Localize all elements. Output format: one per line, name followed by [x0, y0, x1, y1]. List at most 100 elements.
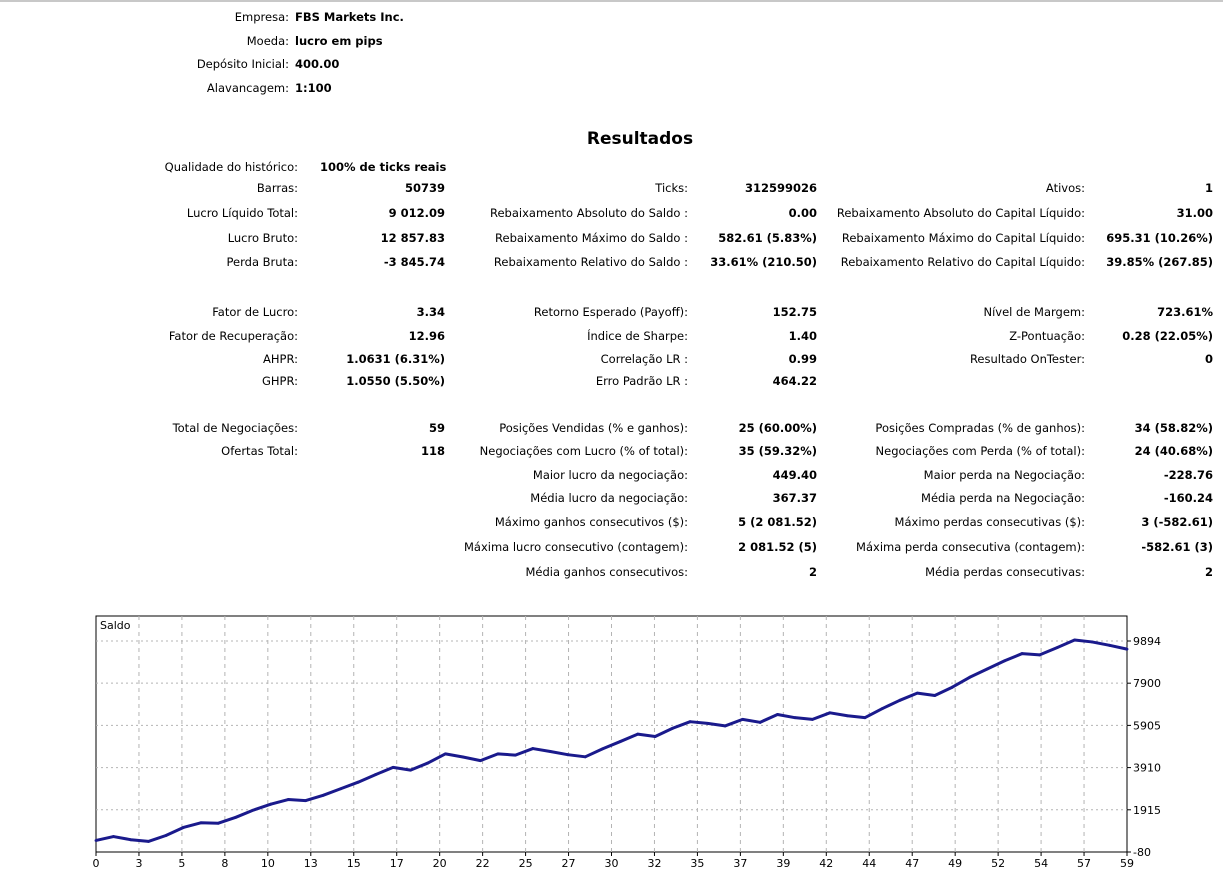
- chart-plot-area: [95, 615, 1128, 853]
- stat-label: Rebaixamento Relativo do Capital Líquido…: [840, 255, 1085, 269]
- balance-point: [828, 711, 832, 715]
- quality-value: 100% de ticks reais: [320, 160, 447, 174]
- balance-point: [1038, 653, 1042, 657]
- balance-point: [758, 720, 762, 724]
- stat-value: 1.40: [788, 329, 817, 343]
- balance-point: [112, 835, 115, 838]
- stat-label: Maior lucro da negociação:: [532, 468, 688, 482]
- stat-value: 0.28 (22.05%): [1122, 329, 1213, 343]
- quality-label: Qualidade do histórico:: [164, 160, 298, 174]
- header-label: Alavancagem:: [206, 81, 289, 95]
- y-tick-label: 5905: [1133, 719, 1161, 732]
- stat-label: Rebaixamento Absoluto do Capital Líquido…: [836, 206, 1085, 220]
- balance-point: [583, 755, 587, 759]
- balance-point: [776, 713, 779, 716]
- stat-value: 24 (40.68%): [1134, 444, 1213, 458]
- balance-point: [985, 667, 989, 671]
- stat-label: Barras:: [256, 181, 298, 195]
- stat-label: Lucro Líquido Total:: [186, 206, 298, 220]
- balance-point: [950, 685, 954, 689]
- x-tick-label: 20: [433, 857, 447, 870]
- balance-point: [479, 759, 482, 763]
- stat-value: 1.0550 (5.50%): [346, 374, 445, 388]
- balance-point: [723, 724, 727, 728]
- stat-label: Índice de Sharpe:: [587, 329, 688, 343]
- stat-value: 59: [428, 421, 445, 435]
- header-label: Depósito Inicial:: [196, 57, 289, 71]
- balance-point: [618, 740, 622, 743]
- balance-point: [793, 716, 797, 720]
- y-tick-label: 1915: [1133, 804, 1161, 817]
- stat-value: 582.61 (5.83%): [718, 231, 817, 245]
- stat-label: Negociações com Perda (% of total):: [875, 444, 1085, 458]
- balance-point: [1073, 638, 1076, 642]
- stat-value: 2 081.52 (5): [738, 540, 817, 554]
- balance-point: [898, 698, 902, 702]
- x-tick-label: 47: [905, 857, 919, 870]
- stat-value: 367.37: [772, 491, 817, 505]
- balance-point: [636, 732, 640, 736]
- balance-point: [915, 691, 919, 695]
- stat-label: Z-Pontuação:: [1009, 329, 1085, 343]
- stat-value: 0.99: [788, 352, 817, 366]
- y-tick-label: 9894: [1133, 635, 1161, 648]
- balance-point: [216, 821, 220, 825]
- x-tick-label: 52: [991, 857, 1005, 870]
- balance-point: [461, 755, 465, 759]
- x-tick-label: 30: [605, 857, 619, 870]
- balance-point: [548, 750, 552, 753]
- stat-label: Média perda na Negociação:: [921, 491, 1085, 505]
- stat-label: Máxima perda consecutiva (contagem):: [856, 540, 1085, 554]
- header-label: Empresa:: [234, 10, 289, 24]
- stat-value: 39.85% (267.85): [1106, 255, 1213, 269]
- stat-value: 2: [808, 565, 817, 579]
- x-tick-label: 22: [476, 857, 490, 870]
- x-tick-label: 27: [562, 857, 576, 870]
- balance-point: [601, 747, 605, 751]
- x-tick-label: 39: [776, 857, 790, 870]
- stat-value: -228.76: [1163, 468, 1213, 482]
- stat-value: 152.75: [772, 305, 817, 319]
- balance-point: [531, 747, 535, 750]
- x-tick-label: 49: [948, 857, 962, 870]
- stat-label: Resultado OnTester:: [969, 352, 1085, 366]
- stat-label: Ticks:: [655, 181, 688, 195]
- stat-value: 1: [1204, 181, 1213, 195]
- stat-value: 3.34: [416, 305, 445, 319]
- stat-label: Correlação LR :: [600, 352, 688, 366]
- stat-value: 1.0631 (6.31%): [346, 352, 445, 366]
- balance-point: [1020, 652, 1024, 655]
- stat-label: Rebaixamento Absoluto do Saldo :: [490, 206, 688, 220]
- header-value: 400.00: [295, 57, 340, 71]
- balance-point: [181, 826, 185, 829]
- results-title: Resultados: [586, 129, 694, 149]
- x-tick-label: 8: [221, 857, 228, 870]
- balance-point: [164, 834, 168, 837]
- stat-label: Nível de Margem:: [983, 305, 1085, 319]
- balance-point: [374, 773, 377, 776]
- x-tick-label: 13: [304, 857, 318, 870]
- stat-label: Ofertas Total:: [221, 444, 298, 458]
- stat-label: Posições Vendidas (% e ganhos):: [499, 421, 688, 435]
- balance-point: [286, 798, 290, 801]
- balance-point: [496, 752, 500, 756]
- balance-point: [251, 808, 255, 812]
- balance-point: [566, 753, 570, 757]
- balance-point: [234, 815, 238, 819]
- stat-label: Perda Bruta:: [226, 255, 298, 269]
- stat-value: 35 (59.32%): [738, 444, 817, 458]
- stat-value: 449.40: [772, 468, 817, 482]
- stat-label: Máximo perdas consecutivas ($):: [894, 515, 1085, 529]
- balance-point: [269, 802, 273, 806]
- balance-point: [1108, 643, 1111, 647]
- balance-point: [1125, 647, 1129, 651]
- stat-value: 50739: [404, 181, 445, 195]
- balance-point: [688, 720, 692, 724]
- balance-point: [1055, 646, 1059, 650]
- stat-label: Rebaixamento Máximo do Capital Líquido:: [841, 231, 1085, 245]
- x-tick-label: 0: [93, 857, 100, 870]
- balance-point: [513, 753, 517, 757]
- y-tick-label: -80: [1133, 846, 1151, 859]
- x-tick-label: 17: [390, 857, 404, 870]
